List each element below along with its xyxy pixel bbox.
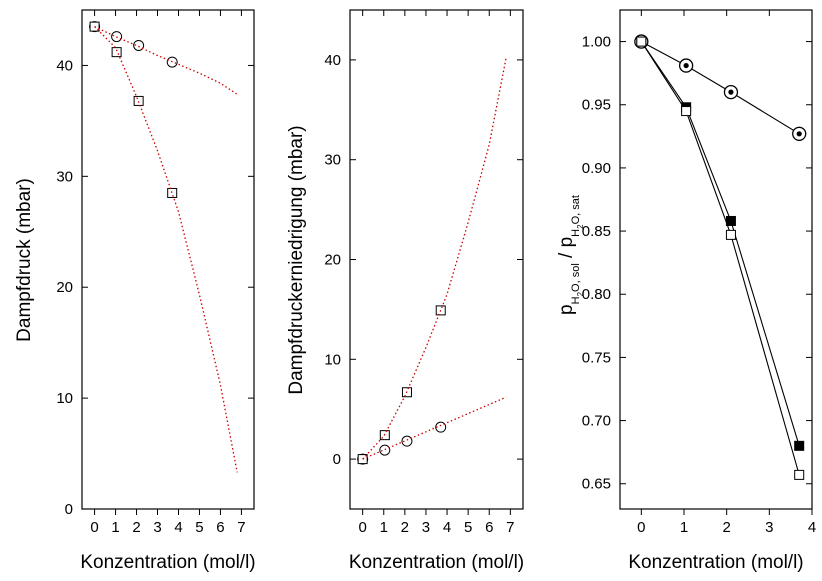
plot-frame	[81, 9, 255, 510]
x-tick-label: 6	[216, 519, 224, 536]
y-tick-label: 10	[56, 390, 73, 407]
y-tick-label: 20	[56, 279, 73, 296]
x-axis-label: Konzentration (mol/l)	[80, 552, 255, 573]
x-tick-label: 3	[153, 519, 161, 536]
series-line	[640, 41, 800, 446]
y-axis-label: Dampfdruckerniedrigung (mbar)	[286, 125, 307, 394]
data-point-open-square	[357, 454, 368, 465]
data-point-open-square	[167, 187, 178, 198]
data-point-open-square	[636, 36, 647, 47]
x-tick-label: 4	[174, 519, 182, 536]
data-point-open-circle	[166, 56, 178, 68]
data-point-dot	[683, 62, 689, 69]
data-point-open-circle	[435, 421, 447, 433]
x-tick-label: 6	[485, 519, 493, 536]
x-tick-label: 0	[637, 519, 645, 536]
x-tick-label: 0	[358, 519, 366, 536]
fit-curve	[94, 26, 238, 95]
y-tick-label: 0	[333, 451, 341, 468]
y-tick-label: 0.75	[582, 349, 611, 366]
x-tick-label: 2	[132, 519, 140, 536]
y-tick-label: 0	[65, 501, 73, 518]
x-tick-label: 3	[765, 519, 773, 536]
y-axis-label: Dampfdruck (mbar)	[14, 178, 35, 342]
data-point-open-square	[133, 95, 144, 106]
x-tick-label: 2	[401, 519, 409, 536]
x-tick-label: 1	[380, 519, 388, 536]
y-axis-label: pH2O, sol / pH2O, sat	[556, 195, 585, 315]
x-tick-label: 5	[195, 519, 203, 536]
x-tick-label: 0	[90, 519, 98, 536]
x-tick-label: 4	[808, 519, 816, 536]
fit-curve	[362, 57, 507, 460]
data-point-filled-square	[725, 215, 736, 226]
fit-curve	[362, 396, 507, 460]
x-tick-label: 3	[422, 519, 430, 536]
data-point-open-circle	[379, 444, 391, 456]
chart-panel-pressure-ratio: 0 1 2 3 4 0.65 0.70 0.75 0.80 0.85 0.90 0.95 1.00 Kon…	[556, 9, 816, 573]
x-axis-label: Konzentration (mol/l)	[628, 552, 803, 573]
y-tick-label: 0.70	[582, 413, 611, 430]
plot-frame	[619, 9, 813, 510]
data-point-open-circle	[133, 39, 145, 51]
data-point-open-square	[725, 229, 736, 240]
x-tick-label: 7	[237, 519, 245, 536]
y-tick-label: 30	[324, 152, 341, 169]
y-tick-label: 0.85	[582, 223, 611, 240]
y-tick-label: 0.65	[582, 476, 611, 493]
fit-curve	[94, 26, 238, 473]
x-tick-label: 2	[722, 519, 730, 536]
y-tick-label: 0.90	[582, 160, 611, 177]
y-tick-label: 0.80	[582, 286, 611, 303]
x-axis-label: Konzentration (mol/l)	[349, 552, 524, 573]
y-tick-label: 0.95	[582, 97, 611, 114]
y-tick-label: 40	[56, 57, 73, 74]
data-point-dot	[796, 131, 802, 137]
y-tick-label: 40	[324, 52, 341, 69]
x-tick-label: 1	[680, 519, 688, 536]
data-point-open-square	[681, 106, 692, 117]
x-tick-label: 1	[111, 519, 119, 536]
y-tick-label: 10	[324, 351, 341, 368]
data-point-open-square	[111, 47, 122, 58]
y-tick-label: 20	[324, 252, 341, 269]
data-point-open-square	[794, 469, 805, 480]
data-point-filled-square	[794, 440, 805, 451]
y-tick-label: 1.00	[582, 34, 611, 51]
y-tick-label: 30	[56, 168, 73, 185]
series-line	[640, 41, 800, 476]
plot-frame	[349, 9, 524, 510]
data-point-open-circle	[401, 435, 413, 447]
x-tick-label: 5	[464, 519, 472, 536]
x-tick-label: 7	[506, 519, 514, 536]
data-point-open-circle	[111, 31, 123, 43]
data-point-dot	[728, 89, 734, 95]
series-line	[641, 41, 800, 135]
x-tick-label: 4	[443, 519, 451, 536]
